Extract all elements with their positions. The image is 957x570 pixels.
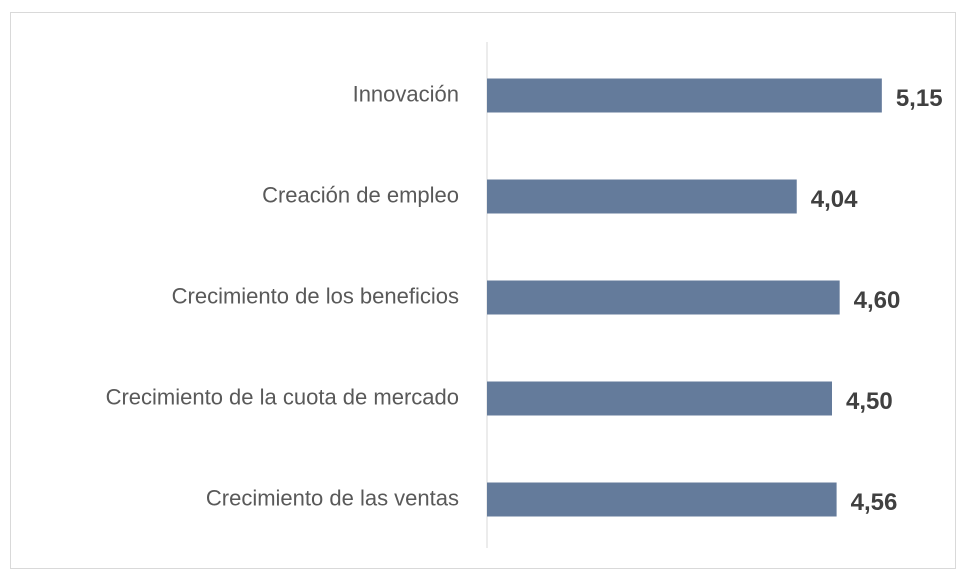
value-label: 5,15 bbox=[896, 85, 943, 112]
category-label: Innovación bbox=[353, 81, 459, 106]
bar bbox=[487, 78, 882, 113]
category-label: Crecimiento de las ventas bbox=[206, 485, 459, 510]
category-label: Crecimiento de los beneficios bbox=[172, 283, 459, 308]
value-label: 4,56 bbox=[851, 489, 898, 516]
bar bbox=[487, 482, 837, 517]
category-label: Creación de empleo bbox=[262, 182, 459, 207]
value-label: 4,60 bbox=[854, 287, 901, 314]
bar bbox=[487, 179, 797, 214]
value-label: 4,50 bbox=[846, 388, 893, 415]
bar bbox=[487, 381, 832, 416]
bar bbox=[487, 280, 840, 315]
category-label: Crecimiento de la cuota de mercado bbox=[106, 384, 459, 409]
value-label: 4,04 bbox=[811, 186, 858, 213]
